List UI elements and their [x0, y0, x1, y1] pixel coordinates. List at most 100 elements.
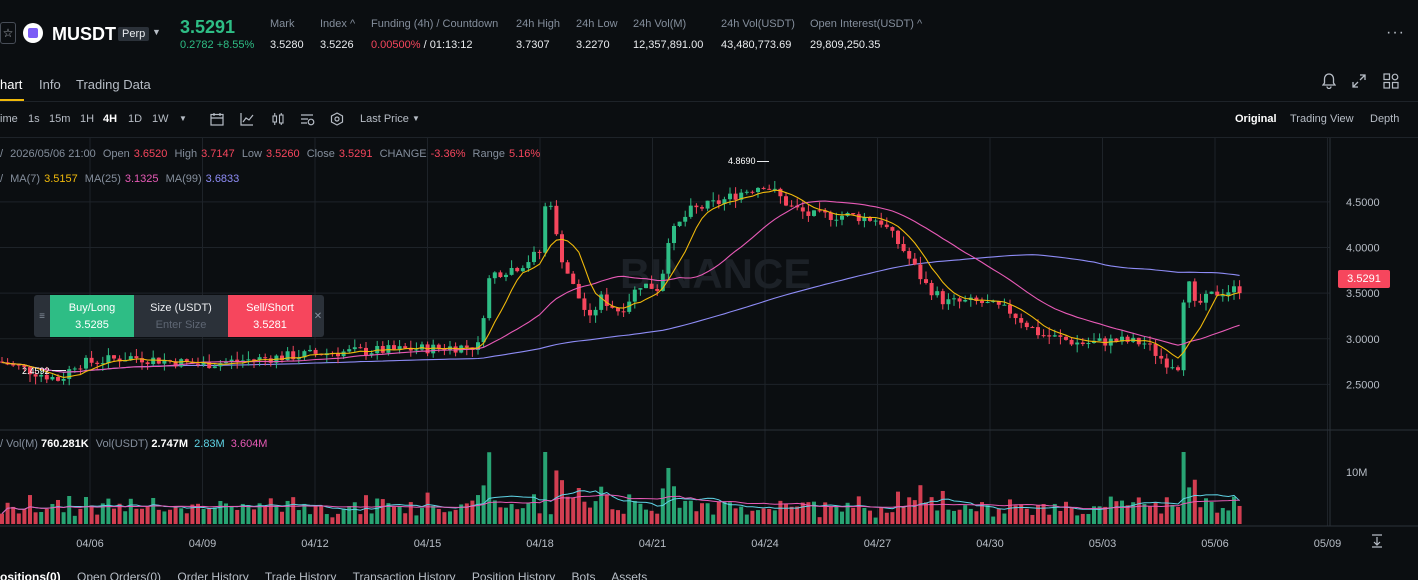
candle-body: [834, 219, 839, 221]
symbol-dropdown-icon[interactable]: ▼: [152, 27, 161, 37]
volume-bar: [991, 516, 996, 524]
size-input[interactable]: Size (USDT) Enter Size: [134, 295, 228, 337]
volume-bar: [571, 497, 576, 524]
candle-body: [464, 345, 469, 348]
volume-bar: [756, 510, 760, 524]
candle-type-icon[interactable]: [271, 112, 285, 131]
candle-body: [1097, 338, 1102, 341]
scroll-to-end-icon[interactable]: [1370, 534, 1384, 553]
volume-bar: [582, 501, 587, 524]
volume-bar: [1064, 501, 1068, 524]
stat-open-interest[interactable]: Open Interest(USDT) ^ 29,809,250.35: [810, 18, 922, 51]
interval-1w[interactable]: 1W: [152, 113, 169, 125]
tab-position-history[interactable]: Position History: [471, 570, 556, 580]
tab-positions[interactable]: ositions(0): [0, 570, 61, 580]
interval-4h[interactable]: 4H: [103, 113, 118, 125]
volume-bar: [924, 502, 928, 524]
buy-long-label: Buy/Long: [68, 301, 116, 314]
view-trading-view[interactable]: Trading View: [1290, 113, 1354, 125]
price-type-select[interactable]: Last Price: [360, 113, 409, 125]
volume-bar: [1013, 505, 1018, 524]
tab-trading-data[interactable]: Trading Data: [76, 77, 151, 92]
tab-trade-history[interactable]: Trade History: [264, 570, 337, 580]
volume-bar: [789, 506, 794, 524]
indicator-chart-icon[interactable]: [240, 112, 254, 131]
layout-grid-icon[interactable]: [1383, 73, 1399, 94]
interval-1d[interactable]: 1D: [128, 113, 143, 125]
alert-bell-icon[interactable]: [1321, 73, 1337, 90]
view-original[interactable]: Original: [1235, 113, 1277, 125]
candle-body: [403, 346, 408, 349]
volume-bar: [308, 514, 312, 524]
tab-assets[interactable]: Assets: [611, 570, 648, 580]
candle-body: [252, 359, 256, 361]
volume-bar: [1220, 508, 1225, 524]
volume-bar: [453, 509, 458, 524]
candle-body: [576, 283, 581, 299]
drag-handle-icon[interactable]: ≡: [39, 310, 45, 322]
volume-bar: [968, 508, 973, 524]
tab-transaction-history[interactable]: Transaction History: [352, 570, 456, 580]
volume-bar: [1125, 505, 1130, 524]
candle-body: [1220, 295, 1225, 297]
interval-1s[interactable]: 1s: [28, 113, 40, 125]
close-panel-icon[interactable]: ✕: [313, 310, 323, 322]
candle-body: [16, 364, 21, 366]
price-chart[interactable]: BINANCE 4.5000 4.0000 3.5000 3.0000 2.5000 10…: [0, 138, 1418, 553]
expand-icon[interactable]: [1352, 74, 1366, 93]
favorite-star-icon[interactable]: ☆: [0, 22, 16, 44]
volume-bar: [218, 500, 223, 524]
volume-bar: [1058, 510, 1063, 524]
view-depth[interactable]: Depth: [1370, 113, 1400, 125]
volume-bar: [448, 511, 452, 524]
tab-info[interactable]: Info: [39, 77, 61, 92]
candle-body: [229, 359, 234, 362]
interval-1h[interactable]: 1H: [80, 113, 95, 125]
candle-body: [733, 193, 738, 200]
interval-time[interactable]: ime: [0, 113, 18, 125]
volume-bar: [750, 510, 755, 524]
candle-body: [817, 210, 822, 212]
stat-index[interactable]: Index ^ 3.5226: [320, 18, 355, 51]
candle-body: [761, 187, 766, 189]
bottom-tab-bar: ositions(0) Open Orders(0) Order History…: [0, 570, 647, 580]
interval-15m[interactable]: 15m: [49, 113, 71, 125]
volume-bar: [828, 506, 833, 524]
calendar-icon[interactable]: [210, 112, 224, 131]
volume-bar: [884, 512, 889, 524]
tab-open-orders[interactable]: Open Orders(0): [77, 570, 162, 580]
x-tick-label: 04/15: [414, 538, 442, 550]
candle-body: [918, 264, 923, 280]
volume-bar: [632, 500, 637, 524]
price-type-dropdown-icon[interactable]: ▼: [412, 114, 420, 123]
candle-body: [179, 359, 184, 367]
tab-chart[interactable]: hart: [0, 77, 23, 92]
volume-bar: [470, 500, 475, 524]
volume-bar: [638, 503, 643, 524]
tab-bots[interactable]: Bots: [571, 570, 596, 580]
candle-body: [196, 363, 200, 365]
candle-body: [1120, 336, 1124, 342]
stat-24h-vol-m: 24h Vol(M) 12,357,891.00: [633, 18, 703, 51]
chart-settings-icon[interactable]: [300, 112, 315, 131]
volume-bar: [985, 505, 990, 524]
symbol-title[interactable]: MUSDT: [52, 24, 116, 44]
more-menu-icon[interactable]: ···: [1386, 24, 1405, 41]
candle-body: [644, 283, 648, 289]
stat-mark: Mark 3.5280: [270, 18, 304, 51]
volume-bar: [862, 507, 867, 524]
candle-body: [744, 191, 749, 193]
volume-bar: [408, 502, 413, 524]
volume-bar: [940, 490, 945, 524]
drawing-tools-icon[interactable]: [330, 112, 344, 131]
tab-order-history[interactable]: Order History: [177, 570, 249, 580]
volume-bar: [436, 508, 441, 524]
buy-long-button[interactable]: Buy/Long 3.5285: [50, 295, 134, 337]
sell-short-button[interactable]: Sell/Short 3.5281: [228, 295, 312, 337]
interval-dropdown-icon[interactable]: ▼: [179, 114, 187, 123]
size-placeholder: Enter Size: [155, 318, 207, 331]
ma-legend[interactable]: / MA(7) 3.5157 MA(25) 3.1325 MA(99) 3.6833: [0, 173, 243, 185]
legend-marker: /: [0, 438, 4, 450]
volume-bar: [1142, 503, 1147, 524]
candle-body: [1052, 335, 1057, 337]
